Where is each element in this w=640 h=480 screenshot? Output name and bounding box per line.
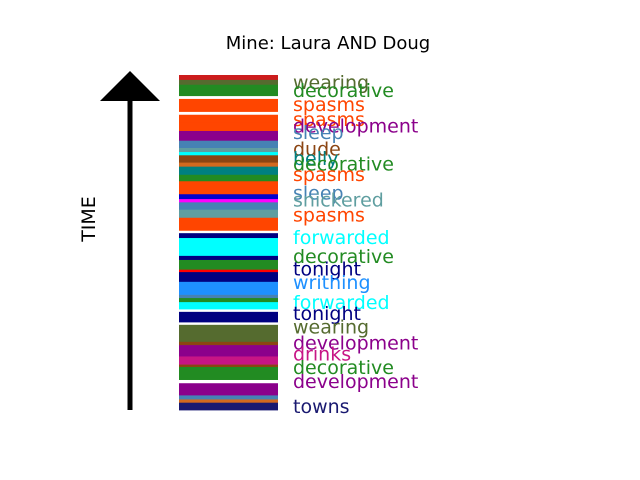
timeline-label-21: development xyxy=(293,333,418,355)
timeline-label-13: spasms xyxy=(293,205,365,227)
stripe-43 xyxy=(179,379,278,384)
timeline-label-17: writhing xyxy=(293,272,371,294)
stripe-column xyxy=(179,75,278,411)
stripe-24 xyxy=(179,233,278,239)
stripe-5 xyxy=(179,98,278,113)
timeline-label-19: tonight xyxy=(293,303,361,325)
timeline-label-3: spasms xyxy=(293,94,365,116)
timeline-label-1: wearing xyxy=(293,72,369,94)
stripe-33 xyxy=(179,302,278,310)
timeline-label-9: decorative xyxy=(293,154,394,176)
stripe-42 xyxy=(179,367,278,381)
timeline-label-23: decorative xyxy=(293,357,394,379)
stripe-29 xyxy=(179,272,278,283)
stripe-41 xyxy=(179,364,278,368)
stripe-8 xyxy=(179,122,278,132)
timeline-label-18: forwarded xyxy=(293,292,390,314)
stripe-32 xyxy=(179,298,278,303)
stripe-39 xyxy=(179,345,278,357)
stripe-34 xyxy=(179,309,278,313)
timeline-label-12: snickered xyxy=(293,190,384,212)
stripe-10 xyxy=(179,140,278,149)
timeline-label-16: tonight xyxy=(293,258,361,280)
stripe-4 xyxy=(179,96,278,100)
stripe-46 xyxy=(179,399,278,404)
stripe-18 xyxy=(179,194,278,200)
y-axis-label: TIME xyxy=(78,196,100,243)
stripe-31 xyxy=(179,294,278,299)
timeline-label-14: forwarded xyxy=(293,227,390,249)
timeline-label-6: sleep xyxy=(293,122,344,144)
timeline-label-8: belly xyxy=(293,148,339,170)
chart-title: Mine: Laura AND Doug xyxy=(226,33,431,54)
stripe-38 xyxy=(179,341,278,346)
time-arrow-head xyxy=(100,71,160,101)
stripe-27 xyxy=(179,259,278,271)
stripe-36 xyxy=(179,322,278,326)
stripe-44 xyxy=(179,383,278,396)
stripe-6 xyxy=(179,111,278,116)
stripe-20 xyxy=(179,202,278,211)
timeline-label-15: decorative xyxy=(293,246,394,268)
stripe-7 xyxy=(179,114,278,124)
stripe-13 xyxy=(179,155,278,163)
stripe-45 xyxy=(179,395,278,400)
stripe-40 xyxy=(179,356,278,365)
timeline-label-22: drinks xyxy=(293,343,351,365)
stripe-9 xyxy=(179,130,278,142)
timeline-label-2: decorative xyxy=(293,80,394,102)
timeline-label-10: spasms xyxy=(293,164,365,186)
stripe-28 xyxy=(179,269,278,273)
label-column: wearingdecorativespasmsspasmsdevelopment… xyxy=(293,72,418,418)
stripe-17 xyxy=(179,181,278,195)
timeline-label-7: dude xyxy=(293,139,341,161)
timeline-label-24: development xyxy=(293,371,418,393)
stripe-26 xyxy=(179,255,278,261)
stripe-12 xyxy=(179,152,278,156)
stripe-23 xyxy=(179,230,278,234)
stripe-14 xyxy=(179,162,278,168)
stripe-30 xyxy=(179,281,278,296)
stripe-35 xyxy=(179,311,278,323)
stripe-1 xyxy=(179,75,278,81)
stripe-47 xyxy=(179,402,278,411)
stripe-3 xyxy=(179,84,278,97)
stripe-15 xyxy=(179,166,278,176)
stripe-25 xyxy=(179,238,278,257)
timeline-label-11: sleep xyxy=(293,183,344,205)
stripe-11 xyxy=(179,148,278,153)
stripe-21 xyxy=(179,209,278,219)
stripe-16 xyxy=(179,174,278,182)
stripe-37 xyxy=(179,324,278,343)
timeline-label-5: development xyxy=(293,116,418,138)
stripe-2 xyxy=(179,79,278,86)
timeline-label-20: wearing xyxy=(293,317,369,339)
stripe-19 xyxy=(179,199,278,203)
stripe-22 xyxy=(179,217,278,232)
timeline-label-4: spasms xyxy=(293,109,365,131)
timeline-label-25: towns xyxy=(293,396,350,418)
